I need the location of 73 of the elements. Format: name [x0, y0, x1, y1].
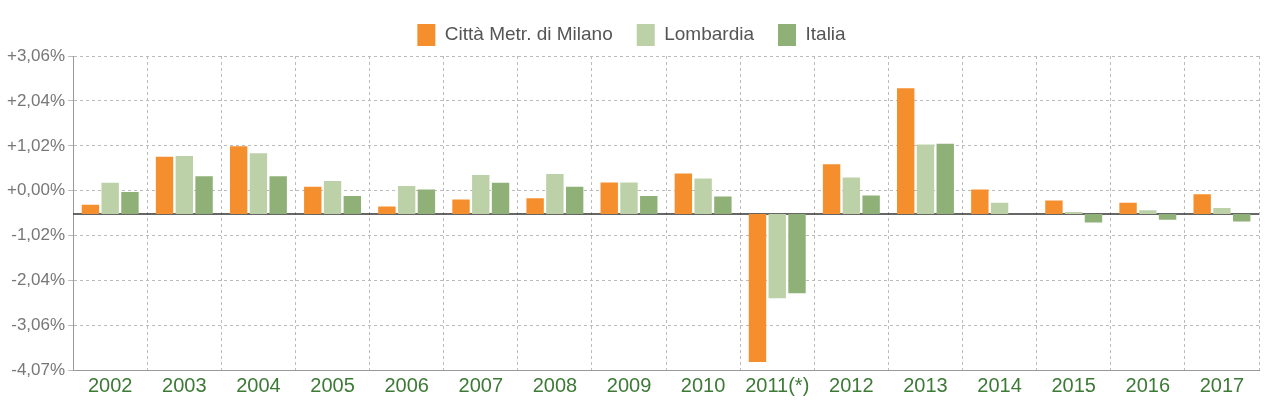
x-tick-label: 2010 [680, 373, 726, 396]
bar [452, 199, 470, 215]
bar [640, 196, 658, 215]
x-tick-label: 2003 [162, 373, 207, 396]
bar [936, 143, 954, 215]
bar [1045, 200, 1063, 215]
bar [990, 202, 1009, 215]
bar [175, 155, 193, 215]
bar [620, 182, 638, 215]
bar [229, 146, 248, 215]
x-tick-label: 2004 [236, 373, 281, 396]
bar [101, 182, 119, 215]
x-tick-label: 2008 [532, 373, 578, 396]
bar [1158, 214, 1177, 220]
y-tick-label: +1,02% [6, 135, 66, 155]
legend-label: Lombardia [664, 23, 755, 45]
bar [269, 176, 287, 215]
bar [694, 178, 712, 215]
bar [397, 185, 416, 215]
y-tick-label: -3,06% [11, 315, 66, 335]
legend-label: Italia [805, 23, 847, 45]
bar [121, 192, 139, 215]
bar [1233, 214, 1251, 222]
x-tick-label: 2009 [606, 373, 652, 396]
x-tick-label: 2016 [1125, 373, 1171, 396]
y-tick-label: -1,02% [11, 225, 66, 245]
bar [674, 173, 693, 215]
x-tick-label: 2017 [1199, 373, 1245, 396]
legend-label: Città Metr. di Milano [444, 23, 613, 45]
bar [343, 196, 361, 215]
bar [822, 164, 841, 215]
bar [897, 88, 915, 215]
bar [546, 174, 564, 215]
bar [155, 156, 174, 215]
bar [304, 186, 322, 215]
bar [916, 144, 935, 215]
bar [378, 206, 396, 215]
bar [748, 214, 767, 363]
x-tick-label: 2015 [1051, 373, 1096, 396]
x-tick-label: 2002 [87, 373, 133, 396]
bar [491, 182, 510, 215]
x-tick-label: 2007 [458, 373, 504, 396]
bar [1139, 210, 1157, 215]
bar [768, 214, 786, 299]
bar [195, 176, 213, 215]
bar [788, 214, 806, 294]
bar [81, 204, 100, 215]
x-tick-label: 2013 [903, 373, 948, 396]
bar [249, 153, 268, 215]
bar [971, 189, 989, 215]
y-tick-label: +0,00% [6, 180, 66, 200]
bar [565, 186, 584, 215]
bar [862, 195, 880, 215]
bar [600, 182, 618, 215]
bar [1213, 207, 1231, 215]
bar [1084, 214, 1103, 223]
y-tick-label: +3,06% [6, 45, 66, 65]
x-tick-label: 2006 [384, 373, 429, 396]
bar [526, 198, 544, 215]
x-tick-label: 2012 [829, 373, 874, 396]
y-tick-label: +2,04% [6, 90, 66, 110]
x-tick-label: 2014 [977, 373, 1022, 396]
bar [1193, 194, 1211, 215]
bar [472, 174, 490, 215]
bar [714, 196, 732, 215]
bar [842, 177, 861, 215]
bar [323, 181, 342, 215]
bar [1119, 202, 1137, 215]
bar [417, 189, 436, 215]
x-tick-label: 2005 [310, 373, 355, 396]
y-tick-label: -4,07% [11, 359, 66, 379]
x-tick-label: 2011(*) [745, 373, 810, 396]
y-tick-label: -2,04% [11, 270, 66, 290]
